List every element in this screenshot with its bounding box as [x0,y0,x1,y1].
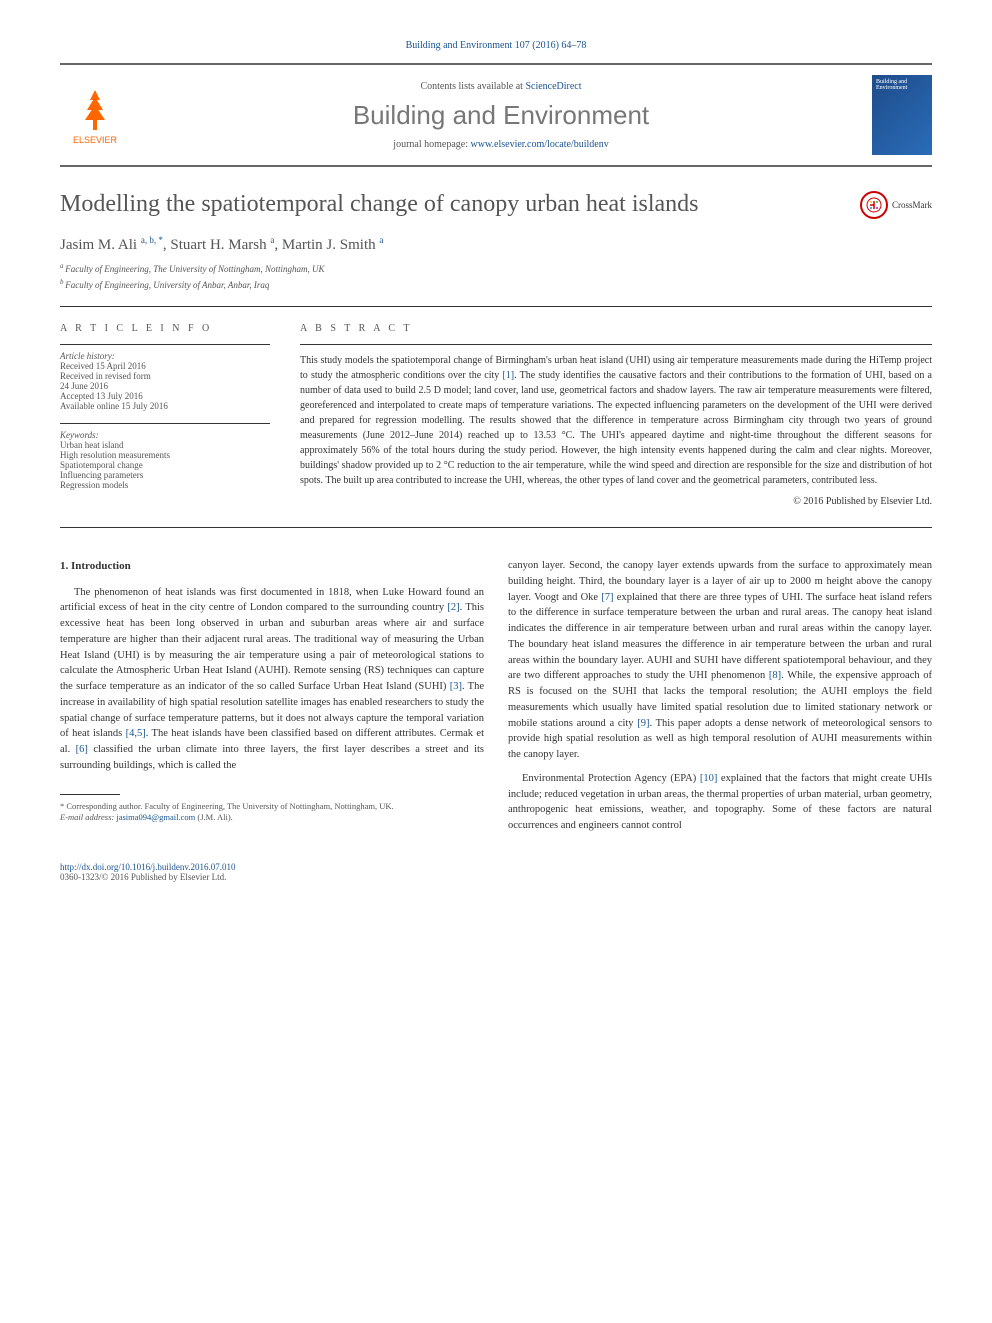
history-line: Accepted 13 July 2016 [60,391,270,401]
issn-line: 0360-1323/© 2016 Published by Elsevier L… [60,872,932,882]
article-history-block: Article history: Received 15 April 2016R… [60,344,270,411]
author: Jasim M. Ali a, b, * [60,237,163,253]
body-paragraph: Environmental Protection Agency (EPA) [1… [508,771,932,834]
footnote-divider [60,794,120,795]
abstract-heading: A B S T R A C T [300,323,932,334]
keyword: Urban heat island [60,440,270,450]
journal-name: Building and Environment [130,100,872,131]
body-columns: 1. Introduction The phenomenon of heat i… [60,558,932,842]
body-col-left: 1. Introduction The phenomenon of heat i… [60,558,484,842]
history-line: 24 June 2016 [60,381,270,391]
body-col-right: canyon layer. Second, the canopy layer e… [508,558,932,842]
doi-prefix: http://dx.doi.org/ [60,862,121,872]
homepage-line: journal homepage: www.elsevier.com/locat… [130,139,872,150]
article-title: Modelling the spatiotemporal change of c… [60,191,860,218]
citation-link[interactable]: [6] [76,744,88,755]
email-suffix: (J.M. Ali). [195,812,233,822]
affiliations: a Faculty of Engineering, The University… [60,262,932,290]
citation-link[interactable]: [4,5] [126,728,146,739]
publisher-logo-text: ELSEVIER [73,135,117,145]
citation-link[interactable]: [8] [769,670,781,681]
elsevier-tree-icon [75,85,115,135]
keyword: Spatiotemporal change [60,460,270,470]
publisher-logo[interactable]: ELSEVIER [60,75,130,155]
title-row: Modelling the spatiotemporal change of c… [60,191,932,219]
info-abstract-row: A R T I C L E I N F O Article history: R… [60,323,932,507]
divider [60,306,932,307]
divider [60,527,932,528]
affiliation: a Faculty of Engineering, The University… [60,262,932,274]
affiliation: b Faculty of Engineering, University of … [60,278,932,290]
abstract-col: A B S T R A C T This study models the sp… [300,323,932,507]
section-heading: 1. Introduction [60,558,484,575]
header-inner: ELSEVIER Contents lists available at Sci… [60,65,932,165]
crossmark-label: CrossMark [892,200,932,210]
history-lines: Received 15 April 2016Received in revise… [60,361,270,411]
keyword: Regression models [60,480,270,490]
copyright-line: © 2016 Published by Elsevier Ltd. [300,496,932,507]
doi-link[interactable]: http://dx.doi.org/10.1016/j.buildenv.201… [60,862,236,872]
authors-line: Jasim M. Ali a, b, *, Stuart H. Marsh a,… [60,235,932,254]
keyword-lines: Urban heat islandHigh resolution measure… [60,440,270,490]
corresponding-author-footnote: * Corresponding author. Faculty of Engin… [60,801,484,813]
body-paragraph: The phenomenon of heat islands was first… [60,585,484,774]
author: Martin J. Smith a [282,237,384,253]
email-label: E-mail address: [60,812,116,822]
citation-link[interactable]: [9] [637,718,649,729]
citation-link[interactable]: [3] [450,681,462,692]
author-sup: a, b, * [141,235,163,245]
author-sup: a [270,235,274,245]
citation-link[interactable]: [1] [502,370,514,381]
body-paragraph: canyon layer. Second, the canopy layer e… [508,558,932,763]
journal-header: ELSEVIER Contents lists available at Sci… [60,63,932,167]
homepage-link[interactable]: www.elsevier.com/locate/buildenv [471,139,609,150]
homepage-prefix: journal homepage: [393,139,470,150]
history-line: Received in revised form [60,371,270,381]
keywords-label: Keywords: [60,430,270,440]
email-link[interactable]: jasima094@gmail.com [116,812,195,822]
keyword: Influencing parameters [60,470,270,480]
header-center: Contents lists available at ScienceDirec… [130,81,872,150]
citation-link[interactable]: [7] [601,592,613,603]
email-footnote: E-mail address: jasima094@gmail.com (J.M… [60,812,484,824]
history-line: Available online 15 July 2016 [60,401,270,411]
doi-line: http://dx.doi.org/10.1016/j.buildenv.201… [60,862,932,872]
cover-text: Building and Environment [876,79,928,91]
crossmark-icon [860,191,888,219]
author: Stuart H. Marsh a [170,237,274,253]
article-info-col: A R T I C L E I N F O Article history: R… [60,323,270,507]
sciencedirect-link[interactable]: ScienceDirect [525,81,581,92]
author-sup: a [379,235,383,245]
crossmark-badge[interactable]: CrossMark [860,191,932,219]
history-label: Article history: [60,351,270,361]
footer-block: http://dx.doi.org/10.1016/j.buildenv.201… [60,862,932,882]
citation-link[interactable]: [2] [447,602,459,613]
header-citation: Building and Environment 107 (2016) 64–7… [60,40,932,51]
article-info-heading: A R T I C L E I N F O [60,323,270,334]
history-line: Received 15 April 2016 [60,361,270,371]
keyword: High resolution measurements [60,450,270,460]
citation-link[interactable]: [10] [700,773,718,784]
contents-line: Contents lists available at ScienceDirec… [130,81,872,92]
journal-cover-thumbnail[interactable]: Building and Environment [872,75,932,155]
keywords-block: Keywords: Urban heat islandHigh resoluti… [60,423,270,490]
doi-value: 10.1016/j.buildenv.2016.07.010 [121,862,236,872]
abstract-text: This study models the spatiotemporal cha… [300,344,932,488]
contents-prefix: Contents lists available at [420,81,525,92]
